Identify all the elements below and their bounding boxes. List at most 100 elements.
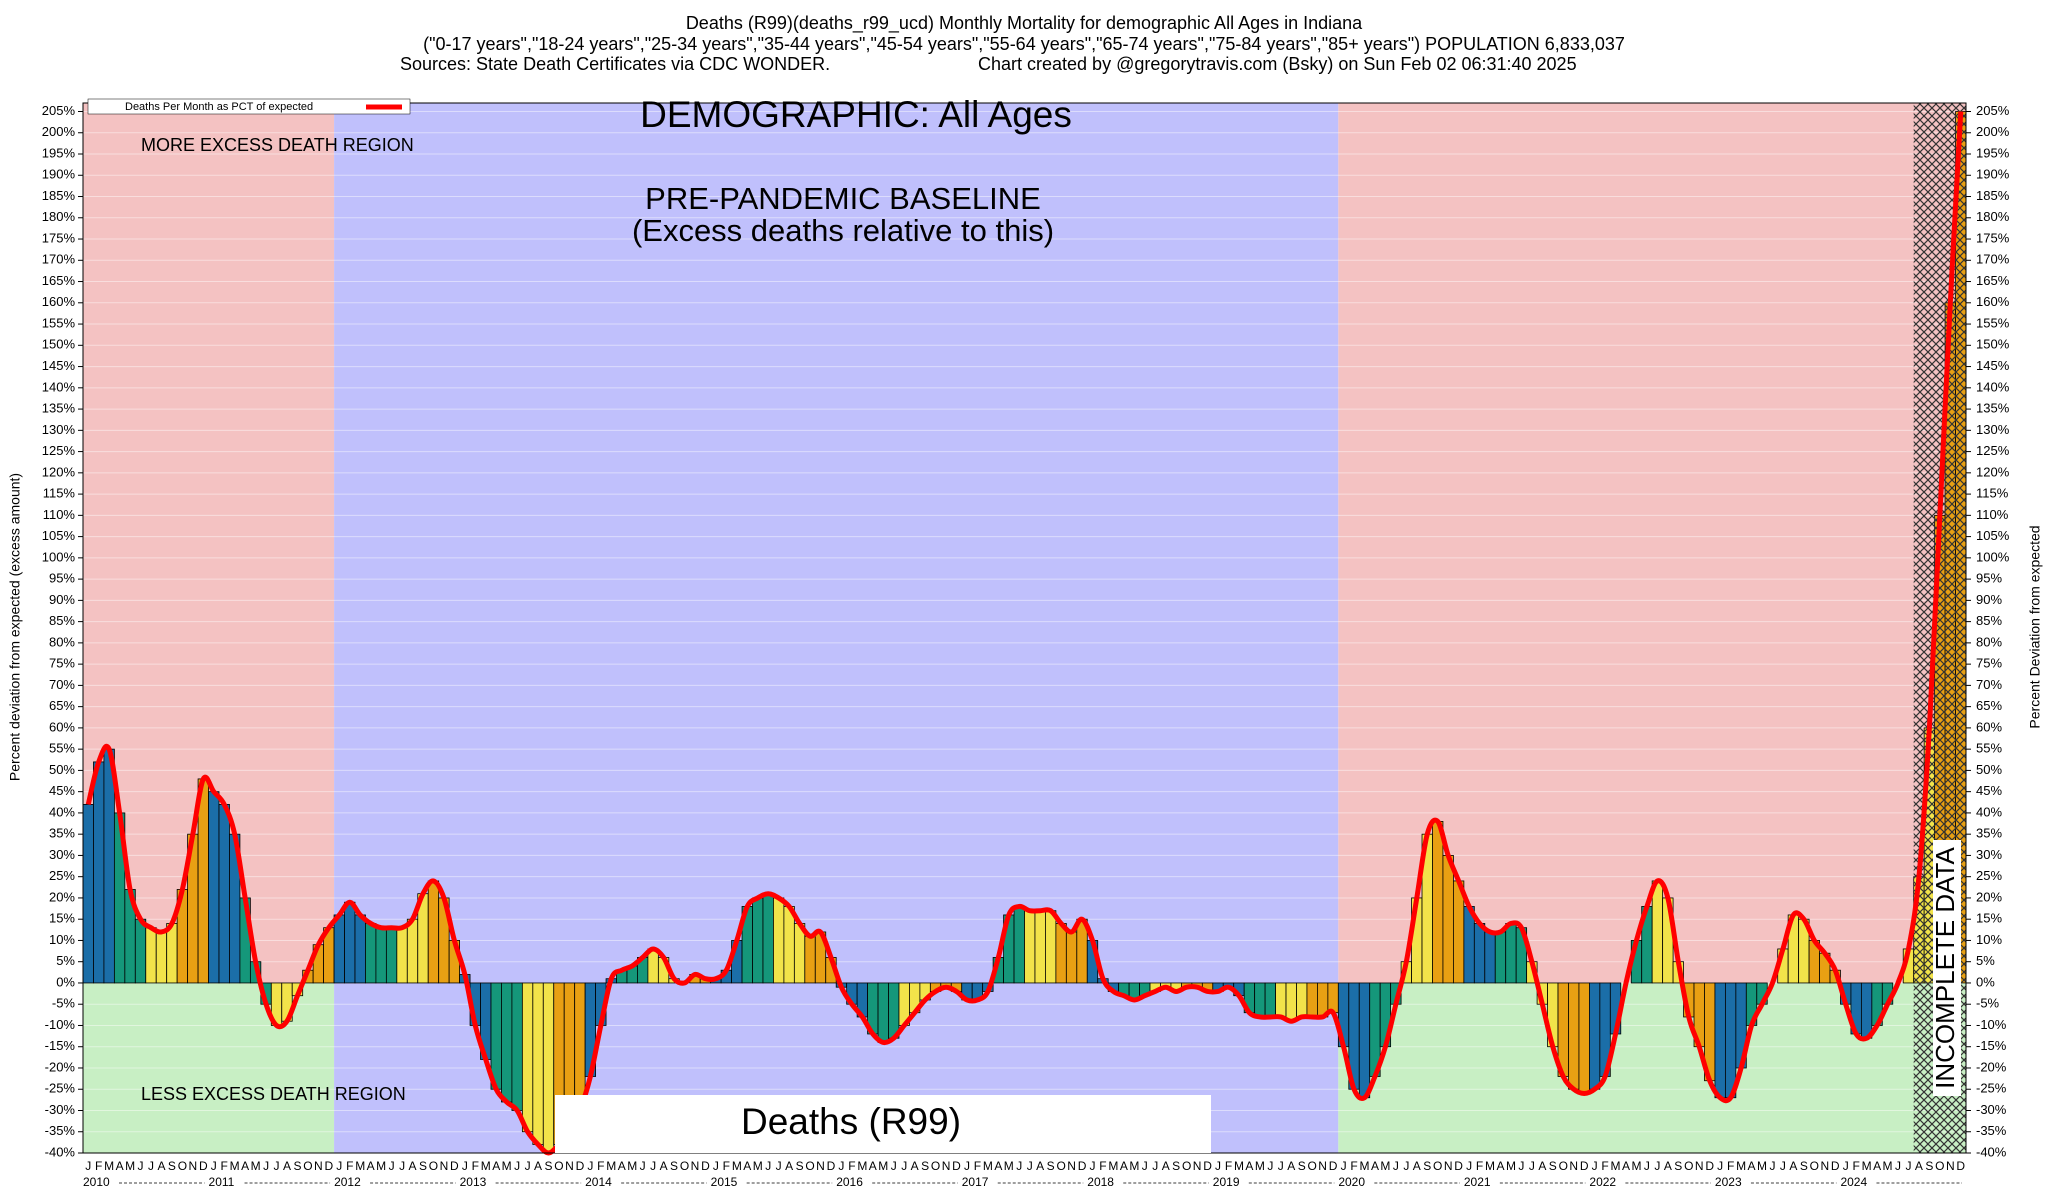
x-tick-label: D bbox=[952, 1159, 961, 1173]
x-tick-label: J bbox=[1905, 1159, 1911, 1173]
x-tick-label: J bbox=[1780, 1159, 1786, 1173]
bar bbox=[166, 923, 178, 984]
x-tick-label: F bbox=[974, 1159, 981, 1173]
bar bbox=[1484, 931, 1496, 984]
x-tick-label: S bbox=[670, 1159, 678, 1173]
year-label: 2021 bbox=[1464, 1175, 1491, 1189]
x-tick-label: J bbox=[1843, 1159, 1849, 1173]
y-tick-label: 65% bbox=[49, 698, 75, 713]
y2-tick-label: 185% bbox=[1976, 188, 2010, 203]
y-tick-label: 110% bbox=[43, 507, 76, 522]
bar bbox=[208, 791, 220, 984]
y-tick-label: -5% bbox=[52, 996, 76, 1011]
x-tick-label: N bbox=[1569, 1159, 1578, 1173]
x-tick-label: J bbox=[148, 1159, 154, 1173]
x-tick-label: J bbox=[1466, 1159, 1472, 1173]
bar bbox=[134, 918, 147, 984]
bar bbox=[1860, 982, 1873, 1039]
bar bbox=[1724, 982, 1737, 1099]
deaths-line bbox=[85, 111, 1964, 1156]
y2-tick-label: 20% bbox=[1976, 889, 2002, 904]
x-tick-label: J bbox=[1592, 1159, 1598, 1173]
y2-tick-label: 200% bbox=[1976, 124, 2010, 139]
y-tick-label: 195% bbox=[42, 145, 76, 160]
y-tick-label: -10% bbox=[45, 1017, 76, 1032]
bar bbox=[218, 804, 230, 984]
region-label: LESS EXCESS DEATH REGION bbox=[141, 1084, 406, 1104]
x-tick-label: N bbox=[816, 1159, 825, 1173]
x-tick-label: F bbox=[346, 1159, 353, 1173]
x-tick-label: J bbox=[1027, 1159, 1033, 1173]
y-tick-label: -40% bbox=[45, 1144, 76, 1159]
bar bbox=[1254, 982, 1266, 1018]
x-tick-label: N bbox=[440, 1159, 449, 1173]
x-tick-label: D bbox=[1956, 1159, 1965, 1173]
y2-tick-label: 160% bbox=[1976, 294, 2010, 309]
x-tick-label: M bbox=[732, 1159, 742, 1173]
bar bbox=[804, 935, 816, 984]
x-tick-label: A bbox=[911, 1159, 919, 1173]
bar bbox=[1568, 982, 1580, 1090]
x-tick-label: J bbox=[1016, 1159, 1022, 1173]
x-tick-label: M bbox=[1234, 1159, 1244, 1173]
x-tick-label: S bbox=[1549, 1159, 1557, 1173]
y2-tick-label: -30% bbox=[1976, 1102, 2007, 1117]
x-tick-label: F bbox=[597, 1159, 604, 1173]
y2-tick-label: 10% bbox=[1976, 932, 2002, 947]
bar bbox=[752, 897, 764, 984]
grid bbox=[78, 111, 1971, 1154]
y-tick-label: 100% bbox=[42, 549, 76, 564]
x-tick-label: F bbox=[1601, 1159, 1608, 1173]
x-tick-label: S bbox=[1423, 1159, 1431, 1173]
x-tick-label: M bbox=[1862, 1159, 1872, 1173]
incomplete-label: INCOMPLETE DATA bbox=[1930, 846, 1960, 1088]
y2-tick-label: 135% bbox=[1976, 401, 2010, 416]
y2-tick-label: 50% bbox=[1976, 762, 2002, 777]
bar bbox=[354, 914, 366, 984]
x-tick-label: N bbox=[565, 1159, 574, 1173]
x-tick-label: S bbox=[796, 1159, 804, 1173]
y-tick-label: 145% bbox=[42, 358, 76, 373]
x-tick-label: M bbox=[1004, 1159, 1014, 1173]
x-tick-label: N bbox=[1067, 1159, 1076, 1173]
bar bbox=[511, 982, 523, 1111]
y-tick-label: 95% bbox=[49, 571, 75, 586]
x-tick-label: N bbox=[1695, 1159, 1704, 1173]
x-tick-label: D bbox=[1078, 1159, 1087, 1173]
x-tick-label: S bbox=[1298, 1159, 1306, 1173]
x-tick-label: D bbox=[827, 1159, 836, 1173]
y2-tick-label: 130% bbox=[1976, 422, 2010, 437]
x-tick-label: F bbox=[1852, 1159, 1859, 1173]
bar bbox=[1045, 910, 1057, 984]
year-label: 2013 bbox=[460, 1175, 487, 1189]
x-tick-label: J bbox=[891, 1159, 897, 1173]
x-tick-label: M bbox=[878, 1159, 888, 1173]
x-tick-label: J bbox=[838, 1159, 844, 1173]
y-tick-label: 85% bbox=[49, 613, 75, 628]
y-tick-label: 60% bbox=[49, 719, 75, 734]
chart-subtitle: ("0-17 years","18-24 years","25-34 years… bbox=[423, 34, 1625, 54]
year-label: 2014 bbox=[585, 1175, 612, 1189]
x-tick-label: D bbox=[576, 1159, 585, 1173]
x-tick-label: S bbox=[921, 1159, 929, 1173]
x-tick-label: D bbox=[1329, 1159, 1338, 1173]
bar bbox=[155, 931, 168, 984]
x-tick-label: A bbox=[1664, 1159, 1672, 1173]
y-tick-label: 80% bbox=[49, 634, 75, 649]
y2-tick-label: 175% bbox=[1976, 230, 2010, 245]
x-tick-label: J bbox=[263, 1159, 269, 1173]
x-tick-label: A bbox=[241, 1159, 249, 1173]
y2-tick-label: 35% bbox=[1976, 826, 2002, 841]
y-tick-label: 115% bbox=[43, 486, 76, 501]
y2-tick-label: 180% bbox=[1976, 209, 2010, 224]
bar bbox=[1285, 982, 1297, 1022]
y2-tick-label: -25% bbox=[1976, 1081, 2007, 1096]
x-tick-label: O bbox=[931, 1159, 940, 1173]
y-tick-label: -15% bbox=[45, 1038, 76, 1053]
y-tick-label: 15% bbox=[49, 911, 75, 926]
bar bbox=[396, 927, 408, 984]
y-tick-label: 10% bbox=[49, 932, 75, 947]
x-tick-label: S bbox=[545, 1159, 553, 1173]
y2-tick-label: -20% bbox=[1976, 1059, 2007, 1074]
y2-tick-label: 65% bbox=[1976, 698, 2002, 713]
